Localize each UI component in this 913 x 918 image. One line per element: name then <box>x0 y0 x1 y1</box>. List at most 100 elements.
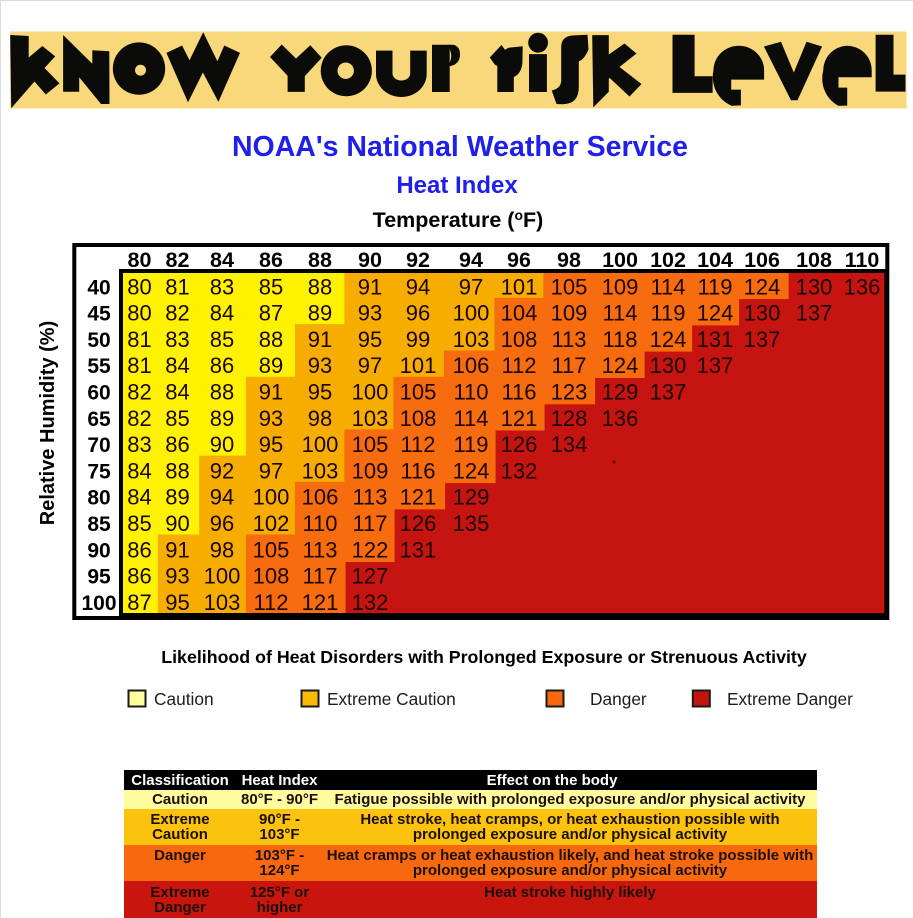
svg-text:104: 104 <box>501 301 538 326</box>
svg-text:129: 129 <box>453 485 490 510</box>
svg-text:129: 129 <box>602 380 639 405</box>
svg-text:123: 123 <box>551 380 588 405</box>
svg-text:65: 65 <box>87 408 111 431</box>
svg-text:84: 84 <box>127 458 151 483</box>
svg-text:109: 109 <box>602 274 639 299</box>
svg-text:124: 124 <box>650 327 687 352</box>
svg-text:134: 134 <box>551 432 588 457</box>
svg-text:109: 109 <box>551 301 588 326</box>
svg-text:112: 112 <box>501 353 536 378</box>
svg-text:93: 93 <box>165 564 189 589</box>
svg-text:Likelihood of Heat Disorders w: Likelihood of Heat Disorders with Prolon… <box>161 647 807 667</box>
svg-text:110: 110 <box>845 248 880 272</box>
svg-text:102: 102 <box>650 248 686 272</box>
svg-text:100: 100 <box>81 592 116 615</box>
svg-text:112: 112 <box>400 432 435 457</box>
svg-text:105: 105 <box>253 537 290 562</box>
svg-text:137: 137 <box>796 301 833 326</box>
svg-text:95: 95 <box>259 432 283 457</box>
svg-text:102: 102 <box>253 511 290 536</box>
svg-text:105: 105 <box>400 380 437 405</box>
svg-text:75: 75 <box>87 460 111 483</box>
svg-text:84: 84 <box>210 301 234 326</box>
svg-text:126: 126 <box>400 511 437 536</box>
svg-text:90: 90 <box>165 511 189 536</box>
svg-text:86: 86 <box>210 353 234 378</box>
svg-text:87: 87 <box>259 301 283 326</box>
svg-text:110: 110 <box>302 511 337 536</box>
svg-text:82: 82 <box>127 406 151 431</box>
svg-text:86: 86 <box>165 432 189 457</box>
svg-text:98: 98 <box>557 248 581 272</box>
svg-text:90: 90 <box>358 248 382 272</box>
svg-text:106: 106 <box>744 248 780 272</box>
svg-text:98: 98 <box>210 537 234 562</box>
svg-text:130: 130 <box>796 274 833 299</box>
svg-text:122: 122 <box>352 537 389 562</box>
svg-text:114: 114 <box>453 406 488 431</box>
svg-text:80: 80 <box>127 274 151 299</box>
svg-text:86: 86 <box>127 564 151 589</box>
svg-text:124: 124 <box>744 274 781 299</box>
svg-text:93: 93 <box>259 406 283 431</box>
svg-text:84: 84 <box>210 248 234 272</box>
svg-text:82: 82 <box>165 301 189 326</box>
svg-text:80: 80 <box>127 301 151 326</box>
svg-text:93: 93 <box>308 353 332 378</box>
svg-text:113: 113 <box>551 327 586 352</box>
svg-text:118: 118 <box>602 327 637 352</box>
svg-text:108: 108 <box>253 564 290 589</box>
svg-text:97: 97 <box>259 458 283 483</box>
svg-text:130: 130 <box>744 301 781 326</box>
svg-text:100: 100 <box>453 301 490 326</box>
svg-text:121: 121 <box>302 590 339 615</box>
svg-text:103: 103 <box>204 590 241 615</box>
svg-text:40: 40 <box>87 276 110 299</box>
svg-text:117: 117 <box>551 353 586 378</box>
svg-text:100: 100 <box>302 432 339 457</box>
svg-text:Caution: Caution <box>154 689 214 709</box>
svg-text:82: 82 <box>166 248 190 272</box>
svg-text:121: 121 <box>501 406 538 431</box>
svg-text:108: 108 <box>796 248 832 272</box>
svg-text:89: 89 <box>259 353 283 378</box>
svg-text:88: 88 <box>259 327 283 352</box>
svg-text:114: 114 <box>602 301 637 326</box>
svg-text:103: 103 <box>352 406 389 431</box>
svg-text:97: 97 <box>459 274 483 299</box>
svg-text:95: 95 <box>358 327 382 352</box>
svg-text:117: 117 <box>352 511 387 536</box>
svg-text:95: 95 <box>87 566 111 589</box>
svg-text:Relative Humidity (%): Relative Humidity (%) <box>37 321 59 525</box>
svg-text:119: 119 <box>650 301 685 326</box>
svg-text:119: 119 <box>697 274 732 299</box>
svg-text:84: 84 <box>165 380 189 405</box>
svg-text:89: 89 <box>308 301 332 326</box>
svg-text:110: 110 <box>453 380 488 405</box>
svg-text:127: 127 <box>352 564 389 589</box>
svg-text:108: 108 <box>501 327 538 352</box>
svg-text:89: 89 <box>165 485 189 510</box>
svg-text:106: 106 <box>302 485 339 510</box>
svg-text:108: 108 <box>400 406 437 431</box>
svg-text:101: 101 <box>400 353 437 378</box>
svg-text:136: 136 <box>844 274 881 299</box>
svg-text:81: 81 <box>127 353 151 378</box>
svg-text:95: 95 <box>165 590 189 615</box>
svg-text:94: 94 <box>459 248 483 272</box>
svg-text:119: 119 <box>453 432 488 457</box>
svg-text:100: 100 <box>253 485 290 510</box>
svg-text:101: 101 <box>501 274 538 299</box>
svg-text:114: 114 <box>650 274 685 299</box>
svg-text:55: 55 <box>87 355 111 378</box>
svg-text:113: 113 <box>302 537 337 562</box>
svg-text:116: 116 <box>400 458 435 483</box>
svg-text:86: 86 <box>259 248 283 272</box>
svg-text:85: 85 <box>127 511 151 536</box>
svg-text:113: 113 <box>352 485 387 510</box>
svg-text:136: 136 <box>602 406 639 431</box>
svg-text:92: 92 <box>210 458 234 483</box>
svg-text:83: 83 <box>127 432 151 457</box>
svg-text:88: 88 <box>308 274 332 299</box>
svg-text:81: 81 <box>165 274 189 299</box>
